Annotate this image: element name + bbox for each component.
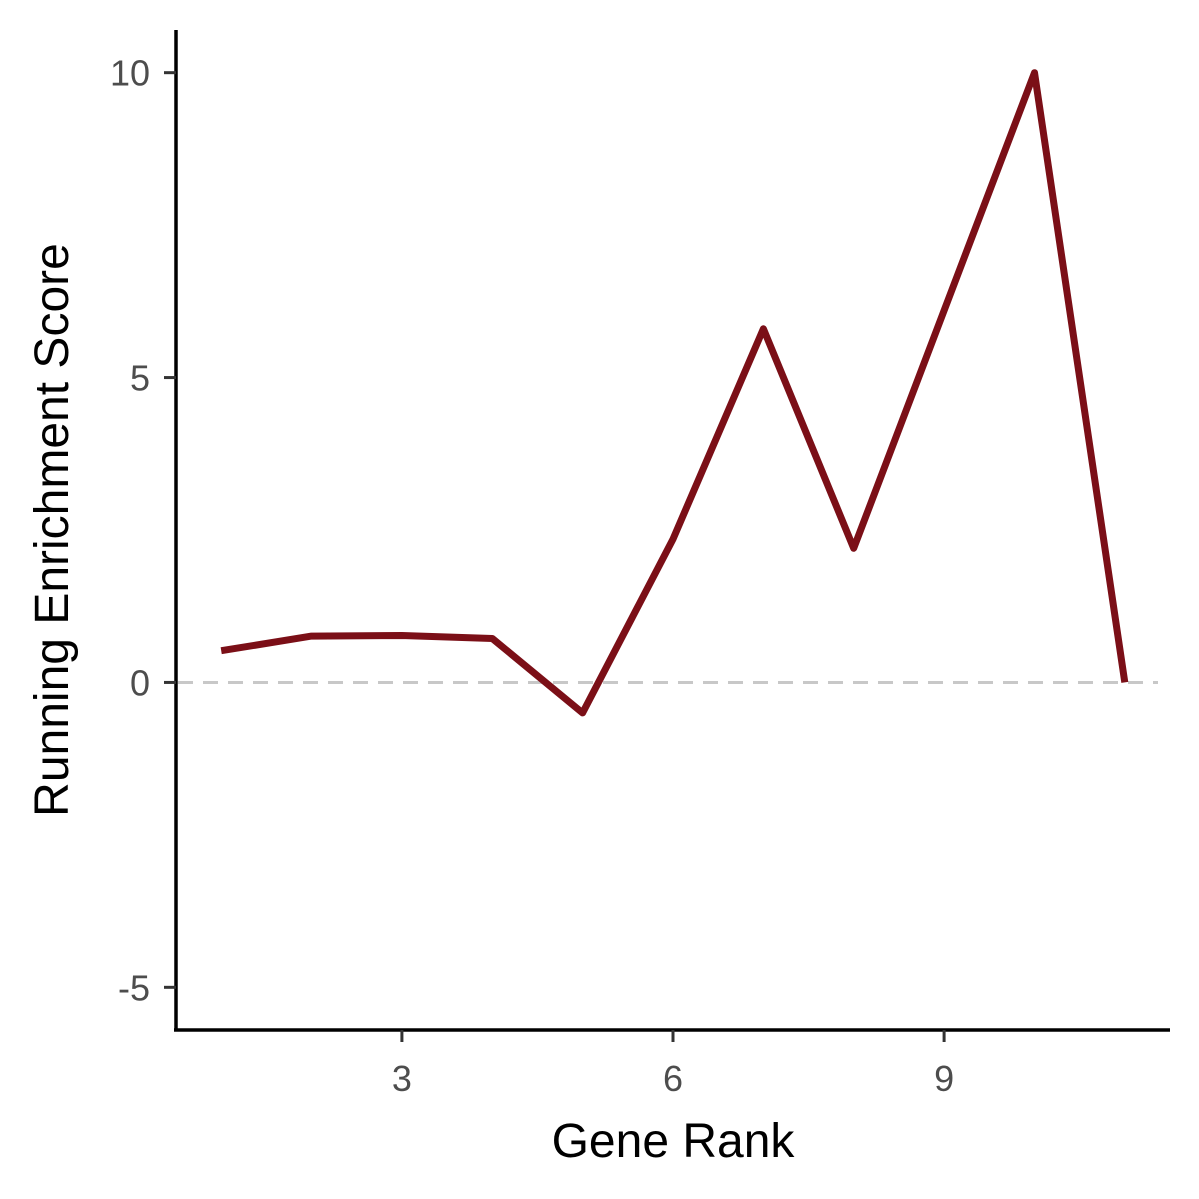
y-tick-label--5: -5 xyxy=(118,967,150,1008)
y-axis-title: Running Enrichment Score xyxy=(26,243,79,817)
axes-layer xyxy=(174,30,1170,1032)
ticks-layer: 3 6 9 -5 0 5 10 xyxy=(110,53,954,1099)
y-tick-label-10: 10 xyxy=(110,53,150,94)
series-line-0 xyxy=(220,69,1129,717)
series-layer xyxy=(220,69,1129,717)
y-tick-label-0: 0 xyxy=(130,662,150,703)
x-tick-label-3: 3 xyxy=(392,1058,412,1099)
x-tick-label-6: 6 xyxy=(663,1058,683,1099)
y-tick-label-5: 5 xyxy=(130,358,150,399)
x-tick-label-9: 9 xyxy=(934,1058,954,1099)
x-axis-title: Gene Rank xyxy=(552,1115,796,1168)
